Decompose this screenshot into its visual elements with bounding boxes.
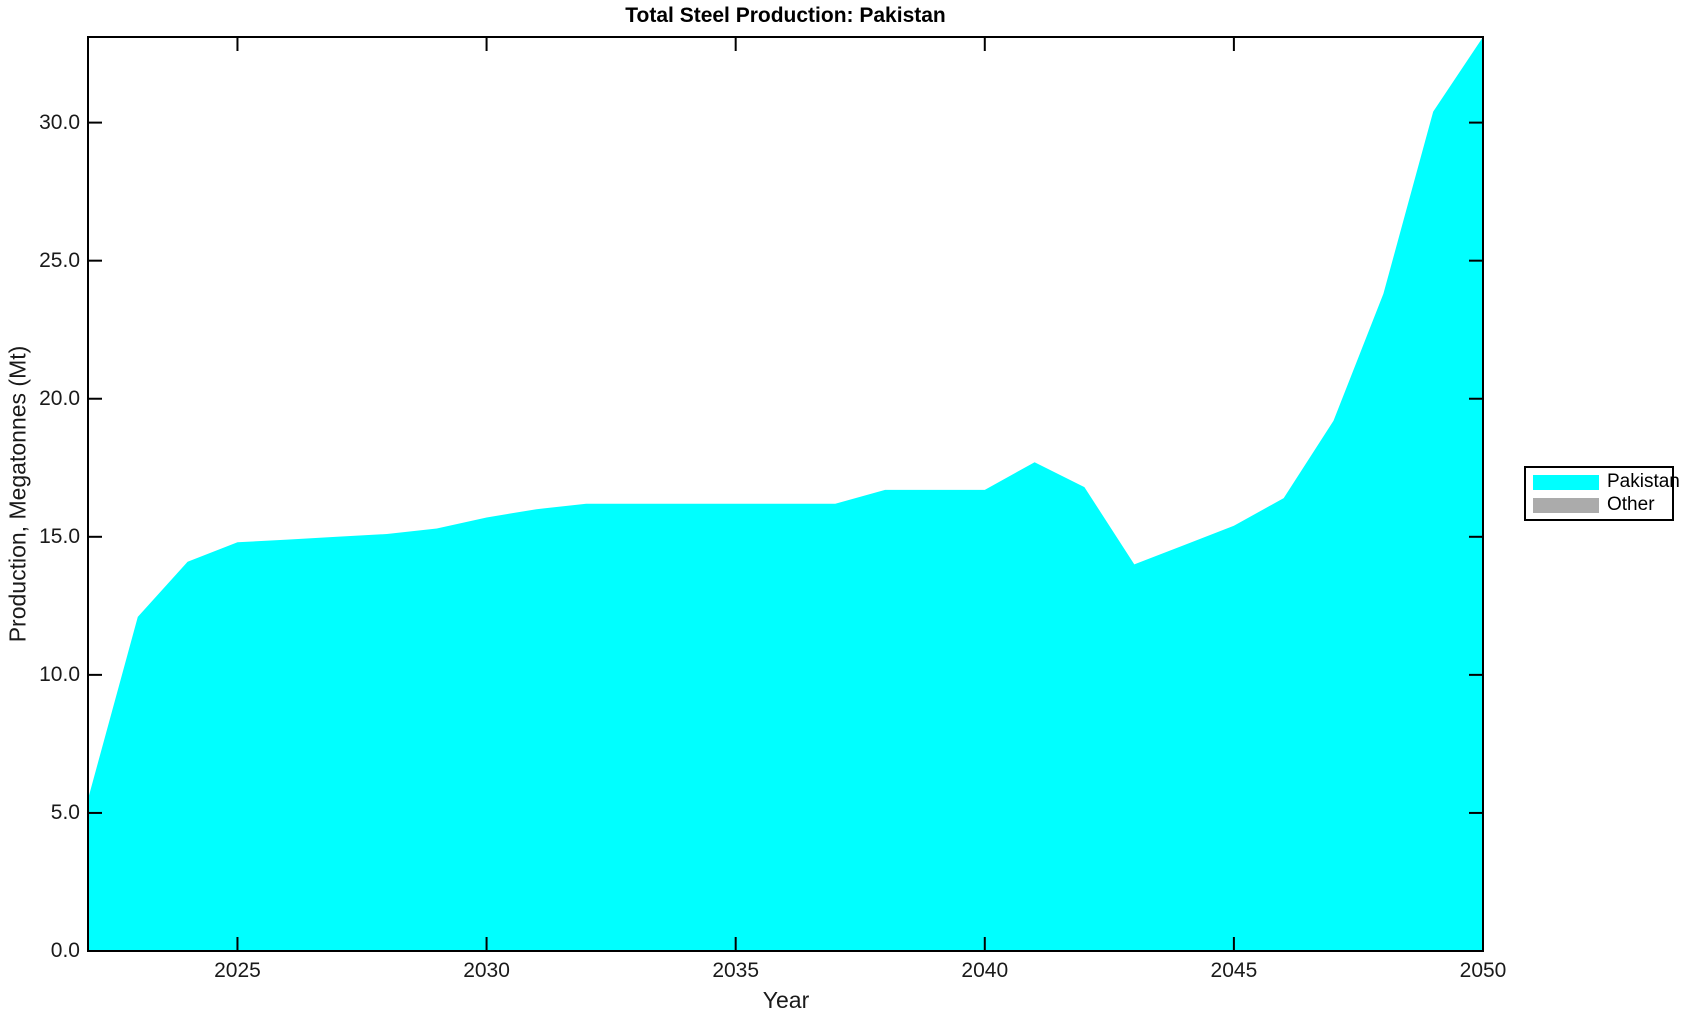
y-tick-label: 10.0 [39, 662, 80, 686]
y-tick-label: 5.0 [50, 800, 80, 824]
legend-swatch-icon [1533, 497, 1599, 513]
y-tick-label: 20.0 [39, 386, 80, 410]
x-tick-label: 2040 [961, 959, 1009, 982]
legend-swatch-icon [1533, 474, 1599, 490]
plot-border [87, 36, 1484, 952]
y-tick-label: 15.0 [39, 524, 80, 548]
legend-label: Pakistan [1607, 471, 1680, 492]
y-tick-label: 30.0 [39, 110, 80, 134]
area-series-pakistan [88, 37, 1483, 951]
x-tick-label: 2035 [712, 959, 760, 982]
legend-entry-other: Other [1533, 494, 1665, 515]
legend: Pakistan Other [1524, 466, 1680, 521]
y-tick-label: 0.0 [50, 939, 80, 962]
chart-title: Total Steel Production: Pakistan [625, 4, 946, 27]
legend-label: Other [1607, 494, 1655, 515]
x-tick-label: 2030 [463, 959, 510, 982]
x-tick-label: 2050 [1459, 959, 1507, 982]
legend-entry-pakistan: Pakistan [1533, 471, 1680, 492]
x-axis-label: Year [762, 987, 810, 1013]
x-tick-label: 2045 [1210, 959, 1258, 982]
x-tick-label: 2025 [214, 959, 261, 982]
y-tick-label: 25.0 [39, 248, 80, 272]
